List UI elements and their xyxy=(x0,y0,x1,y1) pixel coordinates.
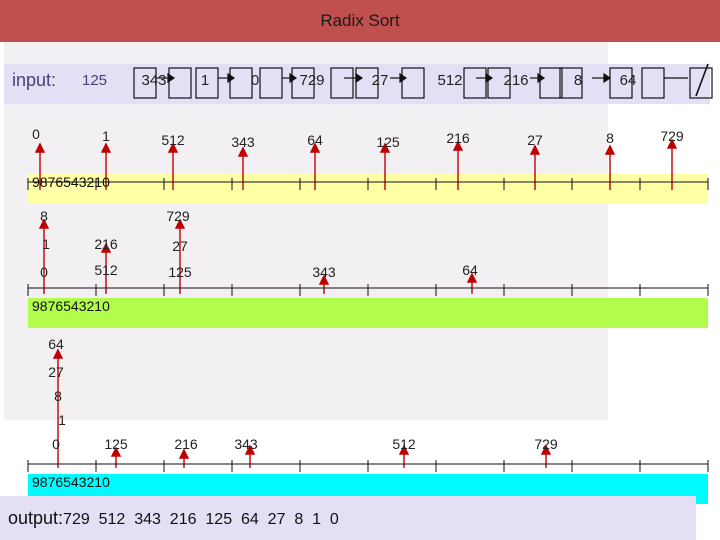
input-node-value: 64 xyxy=(619,72,637,89)
linked-list-node xyxy=(133,67,713,99)
pass1-number: 729 xyxy=(660,128,684,144)
pass3-number: 8 xyxy=(54,388,62,404)
input-linked-list xyxy=(133,63,713,99)
pass2-digits-label: 9876543210 xyxy=(32,298,110,314)
input-node-value: 1 xyxy=(200,72,210,89)
input-row xyxy=(4,64,710,104)
pass2-bucket-ticks xyxy=(27,284,709,296)
pass2-number: 0 xyxy=(40,264,48,280)
pass1-number: 512 xyxy=(161,132,185,148)
pass3-arrows xyxy=(27,348,709,472)
pass2-number: 1 xyxy=(42,236,50,252)
output-text: output:729 512 343 216 125 64 27 8 1 0 xyxy=(8,508,339,529)
pass3-number: 216 xyxy=(174,436,198,452)
pass1-bucket-ticks xyxy=(27,178,709,190)
pass3-bucket-ticks xyxy=(27,460,709,472)
input-label: input: xyxy=(12,70,57,90)
diagram-panel xyxy=(4,42,608,420)
pass2-number: 512 xyxy=(94,262,118,278)
pass3-number: 27 xyxy=(48,364,64,380)
null-pointer-slash xyxy=(695,63,709,97)
input-node-value: 512 xyxy=(437,72,463,89)
pass2-arrows xyxy=(27,218,709,296)
input-node-value: 729 xyxy=(299,72,325,89)
input-node-value: 0 xyxy=(250,72,260,89)
title-bar: Radix Sort xyxy=(0,0,720,42)
pass3-number: 729 xyxy=(534,436,558,452)
input-node-value: 216 xyxy=(503,72,529,89)
pass1-number: 216 xyxy=(446,130,470,146)
pass3-number: 64 xyxy=(48,336,64,352)
pass1-number: 8 xyxy=(606,130,614,146)
input-node-value: 343 xyxy=(141,72,167,89)
pass3-number: 343 xyxy=(234,436,258,452)
pass1-arrows xyxy=(27,138,709,190)
pass2-number: 27 xyxy=(172,238,188,254)
pass2-number: 343 xyxy=(312,264,336,280)
pass3-number: 512 xyxy=(392,436,416,452)
output-label: output: xyxy=(8,508,64,528)
pass1-number: 64 xyxy=(307,132,323,148)
output-values: 729 512 343 216 125 64 27 8 1 0 xyxy=(63,511,339,528)
input-node-value: 27 xyxy=(371,72,389,89)
pass1-number: 0 xyxy=(32,126,40,142)
pass1-number: 1 xyxy=(102,128,110,144)
pass2-number: 125 xyxy=(168,264,192,280)
pass3-digits-label: 9876543210 xyxy=(32,474,110,490)
pass1-number: 125 xyxy=(376,134,400,150)
pass2-number: 8 xyxy=(40,208,48,224)
pass1-digits-label: 9876543210 xyxy=(32,174,110,190)
diagram-title: Radix Sort xyxy=(320,11,400,30)
pass3-number: 1 xyxy=(58,412,66,428)
pass2-number: 216 xyxy=(94,236,118,252)
pass3-white-cutout xyxy=(0,420,162,470)
pass2-bucket-bar xyxy=(28,298,708,328)
pass1-number: 343 xyxy=(231,134,255,150)
pass2-number: 729 xyxy=(166,208,190,224)
pass3-number: 0 xyxy=(52,436,60,452)
list-pointer-arrows xyxy=(156,72,688,84)
output-row xyxy=(0,496,696,540)
pass3-number: 125 xyxy=(104,436,128,452)
input-node-value: 8 xyxy=(573,72,583,89)
input-node-value: 125 xyxy=(82,72,108,89)
pass1-number: 27 xyxy=(527,132,543,148)
pass2-number: 64 xyxy=(462,262,478,278)
